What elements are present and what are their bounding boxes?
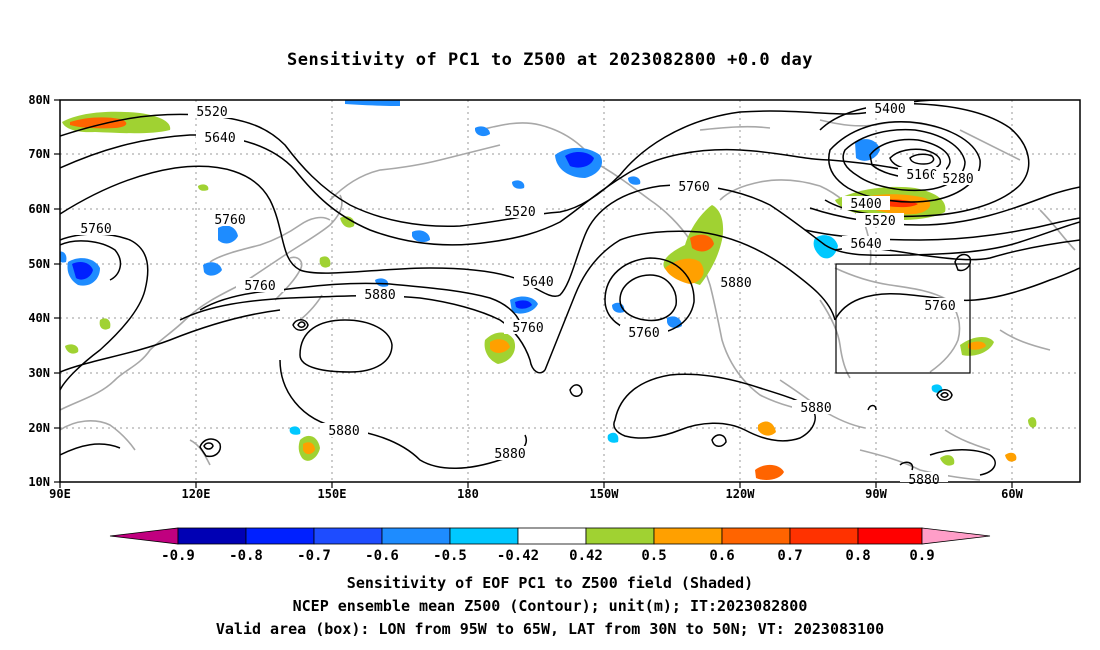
lon-label: 60W [1001, 487, 1023, 500]
colorbar-swatch [517, 527, 587, 545]
map-panel: 80N 70N 60N 50N 40N 30N 20N 10N 90E 120E… [28, 93, 1081, 500]
lon-label: 90E [49, 487, 71, 500]
contour-label: 5880 [328, 424, 359, 439]
colorbar-label: 0.6 [709, 548, 734, 564]
contour-label: 5520 [864, 214, 895, 229]
caption-valid-area: Valid area (box): LON from 95W to 65W, L… [215, 620, 885, 638]
colorbar-bar [109, 527, 991, 545]
contour-label: 5520 [196, 105, 227, 120]
contour-label: 5640 [850, 237, 881, 252]
lon-label: 150E [318, 487, 347, 500]
colorbar-label: 0.42 [569, 548, 603, 564]
colorbar-label: 0.7 [777, 548, 802, 564]
lat-label: 80N [28, 93, 50, 107]
longitude-labels: 90E 120E 150E 180 150W 120W 90W 60W [49, 487, 1023, 500]
colorbar-labels: -0.9 -0.8 -0.7 -0.6 -0.5 -0.42 0.42 0.5 … [161, 548, 935, 564]
contour-label: 5880 [720, 276, 751, 291]
contour-label: 5760 [628, 326, 659, 341]
contour-label: 5760 [244, 279, 275, 294]
colorbar-swatch [449, 527, 519, 545]
axis-ticks [54, 99, 1013, 488]
colorbar-swatch [585, 527, 655, 545]
sensitivity-shading [60, 100, 1037, 480]
contour-label: 5160 [906, 168, 937, 183]
colorbar-label: 0.9 [909, 548, 934, 564]
colorbar-swatch [653, 527, 723, 545]
colorbar-label: 0.8 [845, 548, 870, 564]
lon-label: 120E [182, 487, 211, 500]
colorbar-label: -0.8 [229, 548, 263, 564]
contour-label: 5880 [364, 288, 395, 303]
contour-label: 5400 [874, 102, 905, 117]
colorbar-swatch [177, 527, 247, 545]
contour-label: 5640 [522, 275, 553, 290]
colorbar-swatch [789, 527, 859, 545]
contour-label: 5880 [908, 473, 939, 488]
map-border [59, 99, 1081, 483]
lat-label: 60N [28, 202, 50, 216]
contour-label: 5880 [494, 447, 525, 462]
caption-contour: NCEP ensemble mean Z500 (Contour); unit(… [292, 597, 808, 615]
colorbar-swatch [721, 527, 791, 545]
colorbar-label: -0.42 [497, 548, 539, 564]
lon-label: 180 [457, 487, 479, 500]
colorbar-swatch [381, 527, 451, 545]
colorbar-swatch [245, 527, 315, 545]
colorbar-swatch [857, 527, 923, 545]
colorbar-label: 0.5 [641, 548, 666, 564]
colorbar-swatch [921, 527, 991, 545]
contour-label: 5760 [80, 222, 111, 237]
lon-label: 150W [590, 487, 620, 500]
lon-label: 120W [726, 487, 756, 500]
lat-label: 10N [28, 475, 50, 489]
lat-label: 50N [28, 257, 50, 271]
colorbar-label: -0.7 [297, 548, 331, 564]
colorbar-label: -0.6 [365, 548, 399, 564]
caption-shading: Sensitivity of EOF PC1 to Z500 field (Sh… [346, 574, 754, 592]
valid-area-box [835, 263, 971, 374]
colorbar-label: -0.9 [161, 548, 195, 564]
lat-label: 70N [28, 147, 50, 161]
contour-label: 5760 [924, 299, 955, 314]
lon-label: 90W [865, 487, 887, 500]
contour-label: 5760 [214, 213, 245, 228]
lat-label: 30N [28, 366, 50, 380]
contour-label: 5400 [850, 197, 881, 212]
contour-label: 5760 [678, 180, 709, 195]
contour-label: 5880 [800, 401, 831, 416]
lat-label: 20N [28, 421, 50, 435]
contour-labels: 5520 5640 5760 5760 5760 5880 5760 5520 … [72, 101, 982, 488]
lat-label: 40N [28, 311, 50, 325]
colorbar-swatch [313, 527, 383, 545]
contour-label: 5280 [942, 172, 973, 187]
contour-label: 5640 [204, 131, 235, 146]
page-title: Sensitivity of PC1 to Z500 at 2023082800… [286, 50, 813, 70]
colorbar-label: -0.5 [433, 548, 467, 564]
colorbar-swatch [109, 527, 179, 545]
latitude-labels: 80N 70N 60N 50N 40N 30N 20N 10N [28, 93, 50, 489]
contour-label: 5760 [512, 321, 543, 336]
contour-label: 5520 [504, 205, 535, 220]
